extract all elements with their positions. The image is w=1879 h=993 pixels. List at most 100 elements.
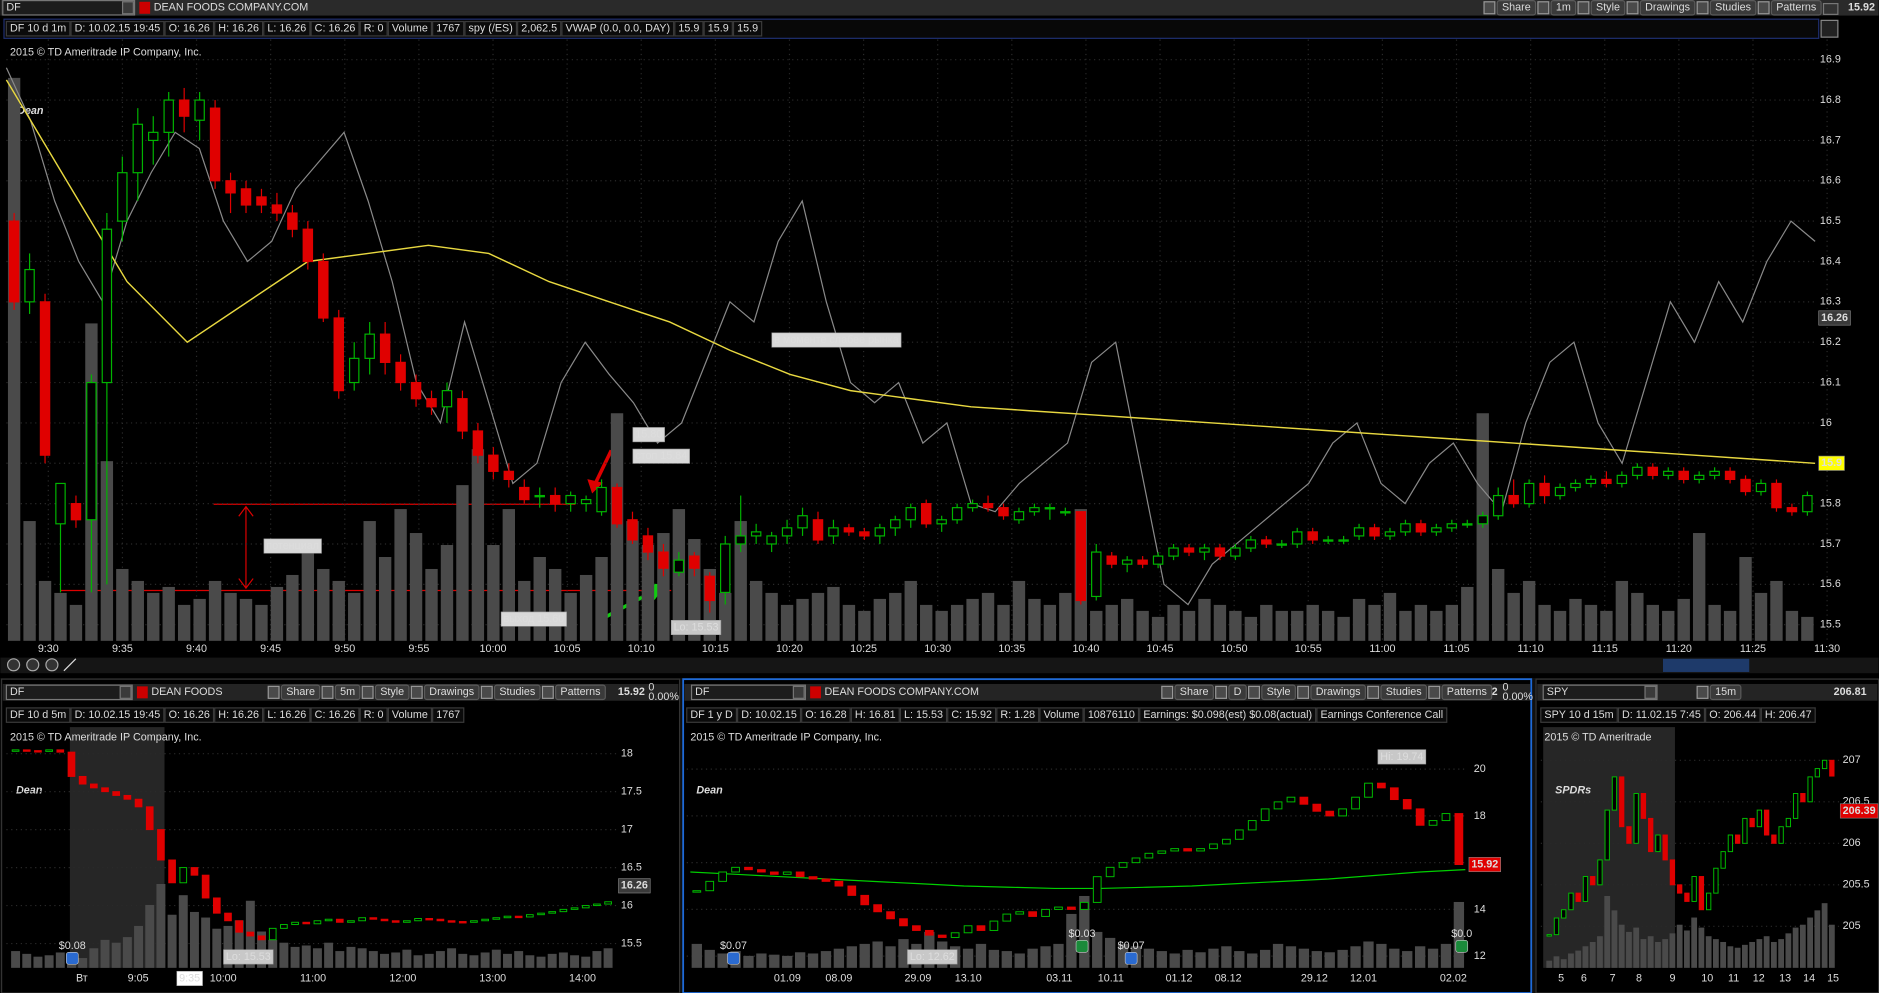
- toolbar-icon[interactable]: [1215, 685, 1228, 699]
- toolbar-button[interactable]: Drawings: [1645, 2, 1690, 14]
- toolbar-button[interactable]: Style: [1596, 2, 1620, 14]
- candle-body: [1553, 917, 1560, 936]
- symbol-input[interactable]: DF: [10, 686, 25, 698]
- toolbar-icon[interactable]: [1248, 685, 1261, 699]
- toolbar-button[interactable]: Studies: [1715, 2, 1751, 14]
- window-icon[interactable]: [1822, 2, 1839, 15]
- toolbar-icon[interactable]: [1757, 1, 1770, 15]
- y-tick-label: 16: [1820, 417, 1832, 429]
- toolbar-button-bg[interactable]: [1380, 684, 1428, 701]
- header-cell: [686, 707, 738, 723]
- toolbar-button-bg[interactable]: [1261, 684, 1296, 701]
- toolbar-icon[interactable]: [1428, 685, 1441, 699]
- toolbar-icon[interactable]: [1696, 1, 1709, 15]
- toolbar-button[interactable]: Share: [1180, 686, 1209, 698]
- candle-body: [1015, 911, 1025, 915]
- toolbar-icon[interactable]: [1626, 1, 1639, 15]
- toolbar-button-bg[interactable]: [374, 684, 410, 701]
- toolbar-button-bg[interactable]: [334, 684, 361, 701]
- symbol-input[interactable]: DF: [6, 2, 21, 14]
- symbol-box[interactable]: [2, 0, 136, 16]
- symbol-box[interactable]: [1542, 684, 1658, 701]
- candle-body: [1247, 820, 1257, 831]
- toolbar-button[interactable]: Patterns: [1776, 2, 1816, 14]
- toolbar-icon[interactable]: [1161, 685, 1174, 699]
- volume-bar: [223, 925, 233, 968]
- volume-bar: [518, 580, 531, 641]
- price-badge: 15.92: [1471, 858, 1498, 870]
- symbol-input[interactable]: DF: [695, 686, 710, 698]
- toolbar-icon[interactable]: [480, 685, 493, 699]
- event-icon[interactable]: [65, 951, 79, 965]
- toolbar-button-bg[interactable]: [280, 684, 321, 701]
- toolbar-button[interactable]: Studies: [499, 686, 535, 698]
- toolbar-button-bg[interactable]: [1496, 0, 1537, 16]
- toolbar-icon[interactable]: [361, 685, 374, 699]
- header-field: D: 10.02.15 19:45: [75, 709, 161, 721]
- symbol-dropdown[interactable]: [1644, 685, 1657, 699]
- symbol-dropdown[interactable]: [792, 685, 805, 699]
- toolbar-button[interactable]: 15m: [1715, 686, 1736, 698]
- toolbar-icon[interactable]: [1696, 685, 1709, 699]
- symbol-box[interactable]: [690, 684, 806, 701]
- toolbar-icon[interactable]: [267, 685, 280, 699]
- volume-bar: [1053, 943, 1064, 968]
- draw-icon[interactable]: [63, 658, 77, 672]
- toolbar-button[interactable]: Style: [1267, 686, 1291, 698]
- candle-body: [240, 188, 252, 206]
- toolbar-icon[interactable]: [321, 685, 334, 699]
- toolbar-button[interactable]: Patterns: [1447, 686, 1487, 698]
- event-icon[interactable]: [1075, 939, 1089, 953]
- annotation: потенциал: [266, 540, 319, 552]
- toolbar-button[interactable]: Drawings: [429, 686, 474, 698]
- toolbar-button[interactable]: Studies: [1386, 686, 1422, 698]
- toolbar-button-bg[interactable]: [1174, 684, 1214, 701]
- toolbar-button-bg[interactable]: [1590, 0, 1626, 16]
- chart-settings-icon[interactable]: [1820, 19, 1839, 38]
- toolbar-icon[interactable]: [541, 685, 554, 699]
- toolbar-button[interactable]: 1m: [1556, 2, 1571, 14]
- toolbar-button[interactable]: 5m: [340, 686, 355, 698]
- volume-bar: [212, 928, 222, 968]
- toolbar-icon[interactable]: [1483, 1, 1496, 15]
- symbol-dropdown[interactable]: [121, 1, 134, 15]
- toolbar-button[interactable]: Drawings: [1316, 686, 1361, 698]
- zoom-icon[interactable]: [26, 658, 40, 672]
- symbol-input[interactable]: SPY: [1547, 686, 1569, 698]
- volume-bar: [962, 948, 974, 968]
- toolbar-button[interactable]: Share: [286, 686, 315, 698]
- toolbar-icon[interactable]: [1367, 685, 1380, 699]
- event-icon[interactable]: [727, 951, 740, 965]
- volume-bar: [1692, 533, 1706, 641]
- symbol-dropdown[interactable]: [119, 685, 132, 699]
- header-field: DF 1 y D: [690, 709, 733, 721]
- event-icon[interactable]: [1124, 951, 1138, 965]
- toolbar-button-bg[interactable]: [1550, 0, 1577, 16]
- toolbar-button-bg[interactable]: [1310, 684, 1366, 701]
- toolbar-icon[interactable]: [1577, 1, 1590, 15]
- toolbar-button[interactable]: D: [1234, 686, 1242, 698]
- volume-bar: [1169, 953, 1180, 968]
- scroll-thumb[interactable]: [1662, 658, 1750, 672]
- toolbar-button-bg[interactable]: [1228, 684, 1247, 701]
- toolbar-icon[interactable]: [1297, 685, 1310, 699]
- zoom-icon[interactable]: [6, 658, 21, 672]
- candle-body: [899, 918, 908, 927]
- toolbar-icon[interactable]: [410, 685, 423, 699]
- symbol-box[interactable]: [5, 684, 133, 701]
- toolbar-button[interactable]: Patterns: [560, 686, 600, 698]
- toolbar-button-bg[interactable]: [1639, 0, 1696, 16]
- toolbar-button-bg[interactable]: [1441, 684, 1493, 701]
- toolbar-button[interactable]: Share: [1502, 2, 1531, 14]
- toolbar-icon[interactable]: [1537, 1, 1550, 15]
- candle-body: [720, 543, 731, 594]
- toolbar-button-bg[interactable]: [1709, 684, 1742, 701]
- toolbar-button-bg[interactable]: [423, 684, 480, 701]
- toolbar-button-bg[interactable]: [1709, 0, 1757, 16]
- toolbar-button[interactable]: Style: [380, 686, 404, 698]
- toolbar-button-bg[interactable]: [493, 684, 541, 701]
- toolbar-button-bg[interactable]: [555, 684, 606, 701]
- toolbar-button-bg[interactable]: [1770, 0, 1822, 16]
- zoom-icon[interactable]: [45, 658, 59, 672]
- event-icon[interactable]: [1455, 939, 1469, 953]
